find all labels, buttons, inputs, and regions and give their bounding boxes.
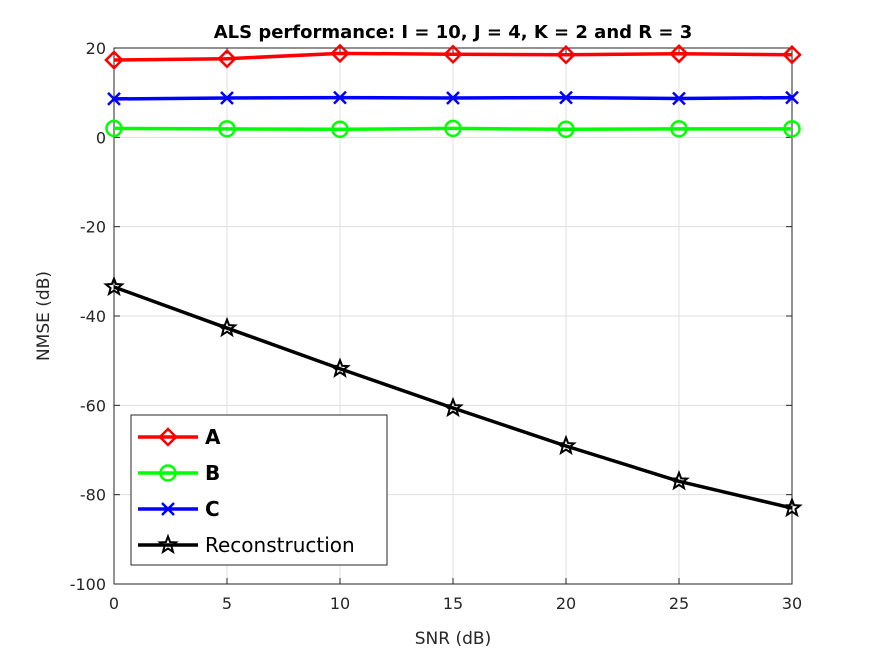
- data-point: [781, 496, 803, 518]
- y-tick-label: -20: [80, 218, 106, 237]
- series-line: [113, 285, 793, 510]
- y-tick-label: 0: [96, 128, 106, 147]
- data-point: [333, 90, 347, 105]
- data-point: [785, 90, 799, 105]
- data-point: [556, 44, 576, 65]
- series-line: [113, 51, 793, 62]
- data-point: [220, 91, 234, 105]
- legend-marker: [157, 533, 179, 555]
- data-point: [217, 48, 237, 69]
- y-tick-label: -60: [80, 396, 106, 415]
- x-tick-label: 5: [222, 594, 232, 613]
- data-point: [559, 90, 573, 105]
- data-point: [331, 120, 349, 139]
- series-b: [105, 119, 801, 139]
- data-point: [107, 92, 121, 106]
- x-tick-label: 10: [330, 594, 350, 613]
- legend-label: Reconstruction: [205, 533, 355, 557]
- x-axis-label: SNR (dB): [415, 629, 491, 649]
- legend-marker: [159, 464, 177, 482]
- series-a: [104, 43, 802, 70]
- data-point: [555, 434, 577, 456]
- legend-entry: B: [138, 461, 220, 485]
- data-point: [782, 44, 802, 65]
- legend-entry: A: [138, 425, 221, 449]
- chart-title: ALS performance: I = 10, J = 4, K = 2 an…: [214, 22, 693, 43]
- legend-entry: Reconstruction: [138, 533, 355, 557]
- data-point: [443, 44, 463, 65]
- y-axis-label: NMSE (dB): [34, 271, 54, 361]
- data-point: [442, 396, 464, 418]
- x-tick-label: 0: [109, 594, 119, 613]
- x-tick-label: 25: [669, 594, 689, 613]
- data-point: [668, 469, 690, 491]
- data-point: [670, 120, 688, 138]
- data-point: [444, 119, 462, 138]
- legend-marker: [158, 427, 178, 447]
- y-tick-label: 20: [86, 39, 106, 58]
- series-line: [113, 126, 792, 132]
- y-tick-label: -40: [80, 307, 106, 326]
- data-point: [104, 50, 124, 70]
- data-point: [105, 119, 123, 138]
- data-point: [557, 120, 575, 139]
- data-point: [669, 44, 689, 64]
- x-tick-label: 30: [782, 594, 802, 613]
- legend: ABC Reconstruction: [130, 414, 388, 566]
- data-point: [103, 275, 125, 297]
- data-point: [446, 91, 460, 105]
- legend-label: A: [205, 425, 221, 449]
- data-point: [672, 91, 686, 106]
- y-tick-label: -100: [70, 575, 106, 594]
- series-reconstruction: [103, 275, 803, 518]
- x-tick-label: 15: [443, 594, 463, 613]
- legend-marker: [161, 502, 175, 516]
- legend-entry: C: [138, 497, 220, 521]
- data-point: [329, 357, 351, 378]
- legend-label: C: [205, 497, 220, 521]
- series-layer: [103, 43, 803, 518]
- legend-label: B: [205, 461, 220, 485]
- axis-ticks: 0 5 10 15 20 25 30 -100 -80 -60 -40 -20 0 20: [70, 39, 802, 613]
- data-point: [783, 120, 801, 138]
- x-tick-label: 20: [556, 594, 576, 613]
- y-tick-label: -80: [80, 486, 106, 505]
- data-point: [216, 316, 238, 338]
- data-point: [330, 43, 350, 64]
- series-c: [107, 90, 799, 106]
- data-point: [218, 120, 236, 138]
